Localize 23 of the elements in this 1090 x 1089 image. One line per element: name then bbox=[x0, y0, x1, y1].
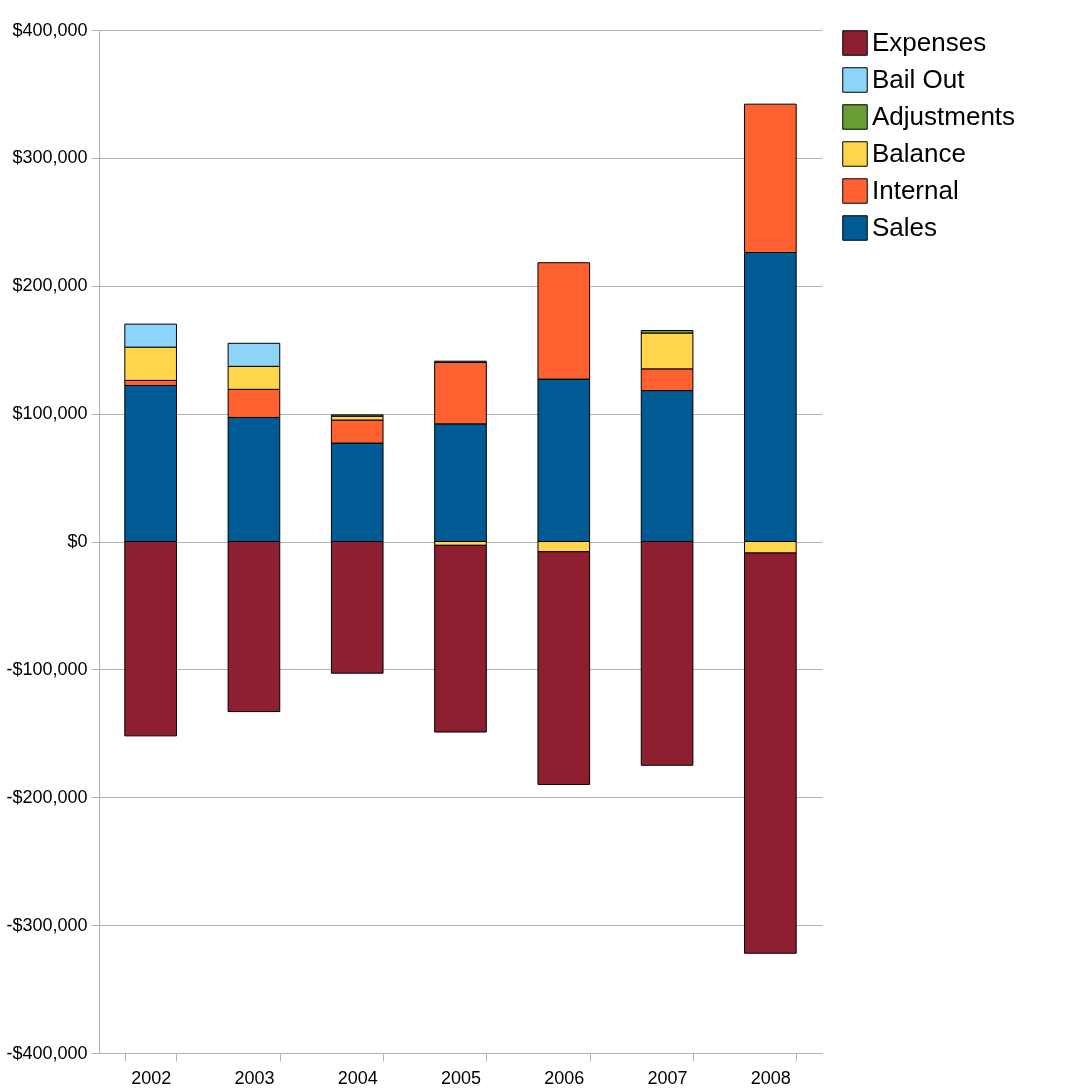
y-tick-label: $300,000 bbox=[12, 147, 88, 168]
x-tick-label: 2004 bbox=[337, 1067, 378, 1088]
y-tick-label: -$200,000 bbox=[6, 786, 88, 807]
y-tick-label: -$400,000 bbox=[6, 1042, 88, 1063]
y-tick-label: $100,000 bbox=[12, 403, 88, 424]
legend-label: Sales bbox=[872, 212, 938, 242]
x-tick-label: 2003 bbox=[234, 1067, 275, 1088]
legend-label: Balance bbox=[872, 138, 966, 168]
legend-label: Expenses bbox=[872, 27, 987, 57]
x-tick-label: 2005 bbox=[440, 1067, 482, 1088]
x-tick-label: 2008 bbox=[750, 1067, 791, 1088]
x-tick-label: 2002 bbox=[131, 1067, 172, 1088]
y-tick-label: -$100,000 bbox=[6, 658, 88, 679]
y-tick-label: $400,000 bbox=[12, 19, 88, 40]
legend-label: Internal bbox=[872, 175, 959, 205]
y-tick-label: -$300,000 bbox=[6, 914, 88, 935]
x-tick-label: 2006 bbox=[544, 1067, 585, 1088]
legend-label: Adjustments bbox=[872, 101, 1016, 131]
y-tick-label: $0 bbox=[67, 531, 88, 551]
legend-label: Bail Out bbox=[872, 64, 966, 94]
y-tick-label: $200,000 bbox=[12, 275, 88, 296]
bar bbox=[434, 544, 487, 733]
x-tick-label: 2007 bbox=[647, 1067, 688, 1088]
